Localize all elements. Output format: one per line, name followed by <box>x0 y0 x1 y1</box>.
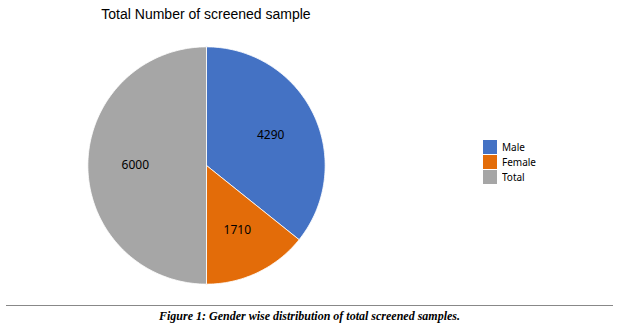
html-text:Male: Male <box>502 139 525 154</box>
html-text:Total Number of screened sampl: Total Number of screened sample <box>101 6 311 22</box>
svg-text:1710: 1710 <box>224 220 252 237</box>
svg-text:6000: 6000 <box>122 156 150 173</box>
html-text:Total: Total <box>502 169 525 184</box>
html-text:Female: Female <box>502 154 536 169</box>
html-text:Figure 1: Gender wise distribu: Figure 1: Gender wise distribution of to… <box>159 309 460 323</box>
svg-text:4290: 4290 <box>257 125 285 142</box>
